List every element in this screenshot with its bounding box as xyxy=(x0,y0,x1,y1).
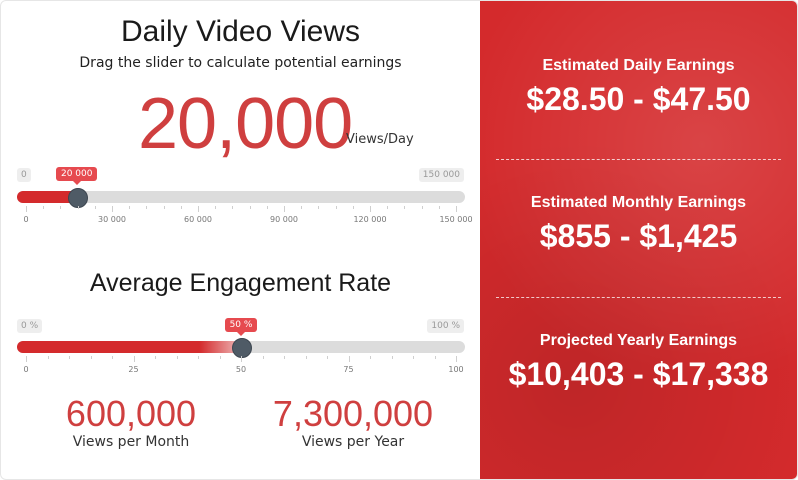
yearly-earnings-value: $10,403 - $17,338 xyxy=(508,356,769,392)
views-slider-current-label: 20 000 xyxy=(55,167,98,185)
yearly-views-value: 7,300,000 xyxy=(272,393,434,434)
monthly-views-label: Views per Month xyxy=(72,434,190,450)
slider-minor-tick xyxy=(387,206,389,209)
slider-minor-tick xyxy=(155,356,156,359)
slider-minor-tick xyxy=(305,356,307,359)
slider-minor-tick xyxy=(219,356,221,359)
daily-earnings-label: Estimated Daily Earnings xyxy=(542,57,735,74)
slider-tick-mark xyxy=(241,356,242,362)
slider-minor-tick xyxy=(249,206,251,209)
slider-minor-tick xyxy=(413,356,414,359)
slider-minor-tick xyxy=(391,356,393,359)
views-slider-fill xyxy=(17,191,81,203)
views-subtitle: Drag the slider to calculate potential e… xyxy=(79,55,402,71)
slider-minor-tick xyxy=(77,206,79,209)
engagement-slider-handle[interactable] xyxy=(232,338,252,358)
slider-minor-tick xyxy=(112,356,113,359)
daily-earnings-value: $28.50 - $47.50 xyxy=(526,81,751,117)
slider-tick-mark xyxy=(26,356,27,362)
slider-minor-tick xyxy=(163,206,165,209)
slider-minor-tick xyxy=(370,356,371,359)
engagement-slider-min-label: 0 % xyxy=(17,319,43,333)
slider-tick-mark xyxy=(112,206,113,212)
yearly-earnings-block: Projected Yearly Earnings $10,403 - $17,… xyxy=(480,332,797,393)
slider-tick-label: 120 000 xyxy=(353,215,387,224)
slider-minor-tick xyxy=(232,206,234,209)
daily-earnings-block: Estimated Daily Earnings $28.50 - $47.50 xyxy=(480,57,797,118)
slider-minor-tick xyxy=(69,356,70,359)
slider-tick-label: 25 xyxy=(128,365,139,374)
slider-minor-tick xyxy=(352,206,354,209)
slider-minor-tick xyxy=(180,206,182,209)
views-slider-max-label: 150 000 xyxy=(418,168,464,182)
daily-views-unit: Views/Day xyxy=(346,132,414,147)
slider-minor-tick xyxy=(318,206,320,209)
engagement-slider-fill xyxy=(17,341,245,353)
views-title: Daily Video Views xyxy=(120,15,361,48)
slider-tick-label: 50 xyxy=(235,365,247,374)
slider-tick-mark xyxy=(26,206,27,212)
monthly-earnings-value: $855 - $1,425 xyxy=(539,218,738,254)
slider-minor-tick xyxy=(94,206,96,209)
slider-minor-tick xyxy=(198,356,199,359)
slider-minor-tick xyxy=(176,356,178,359)
slider-tick-mark xyxy=(198,206,199,212)
slider-tick-mark xyxy=(284,206,285,212)
yearly-views-label: Views per Year xyxy=(301,434,405,450)
slider-minor-tick xyxy=(90,356,92,359)
monthly-earnings-label: Estimated Monthly Earnings xyxy=(530,194,747,211)
yearly-earnings-label: Projected Yearly Earnings xyxy=(539,332,738,349)
slider-minor-tick xyxy=(262,356,264,359)
earnings-panel: Estimated Daily Earnings $28.50 - $47.50… xyxy=(480,1,797,479)
slider-tick-label: 0 xyxy=(23,215,29,224)
views-slider-track[interactable] xyxy=(17,191,465,203)
slider-tick-mark xyxy=(370,206,371,212)
slider-tick-mark xyxy=(456,206,457,212)
slider-minor-tick xyxy=(421,206,423,209)
slider-minor-tick xyxy=(438,206,440,209)
slider-tick-mark xyxy=(348,356,350,362)
earnings-divider xyxy=(496,159,781,160)
slider-minor-tick xyxy=(43,206,45,209)
slider-tick-label: 90 000 xyxy=(270,215,298,224)
slider-minor-tick xyxy=(60,206,62,209)
slider-tick-label: 60 000 xyxy=(184,215,212,224)
slider-tick-label: 100 xyxy=(448,365,464,374)
slider-minor-tick xyxy=(404,206,406,209)
slider-minor-tick xyxy=(434,356,436,359)
slider-minor-tick xyxy=(284,356,285,359)
slider-tick-label: 150 000 xyxy=(439,215,473,224)
engagement-title: Average Engagement Rate xyxy=(89,269,392,297)
slider-minor-tick xyxy=(327,356,328,359)
engagement-slider-max-label: 100 % xyxy=(427,319,464,333)
daily-views-value: 20,000 xyxy=(138,84,353,164)
slider-tick-mark xyxy=(133,356,135,362)
slider-minor-tick xyxy=(266,206,268,209)
monthly-views-value: 600,000 xyxy=(65,393,197,434)
slider-minor-tick xyxy=(215,206,217,209)
views-slider-handle[interactable] xyxy=(67,188,88,208)
slider-minor-tick xyxy=(335,206,337,209)
slider-tick-mark xyxy=(456,356,457,362)
slider-tick-label: 0 xyxy=(23,365,29,374)
slider-minor-tick xyxy=(129,206,131,209)
slider-minor-tick xyxy=(301,206,303,209)
earnings-divider xyxy=(496,297,781,298)
slider-tick-label: 30 000 xyxy=(98,215,126,224)
slider-minor-tick xyxy=(47,356,49,359)
slider-tick-label: 75 xyxy=(343,365,354,374)
slider-minor-tick xyxy=(146,206,148,209)
engagement-slider-current-label: 50 % xyxy=(224,318,258,336)
monthly-earnings-block: Estimated Monthly Earnings $855 - $1,425 xyxy=(480,194,797,255)
views-slider-min-label: 0 xyxy=(17,168,31,182)
calculator-panel: Daily Video Views Drag the slider to cal… xyxy=(1,1,480,479)
